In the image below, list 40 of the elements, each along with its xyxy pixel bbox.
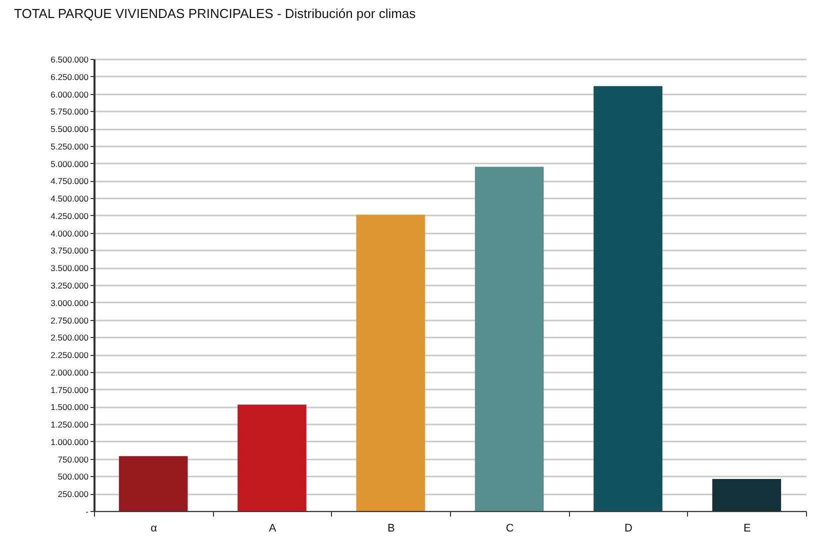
y-tick-label: - — [86, 506, 89, 516]
x-tick-label: E — [743, 522, 751, 534]
y-tick-label: 3.750.000 — [50, 246, 89, 256]
y-tick-label: 6.250.000 — [50, 72, 89, 82]
y-tick-label: 4.500.000 — [50, 194, 89, 204]
bar — [238, 404, 306, 511]
y-tick-label: 4.000.000 — [50, 228, 89, 238]
x-tick-label: C — [506, 522, 514, 534]
chart-title: TOTAL PARQUE VIVIENDAS PRINCIPALES - Distribución por climas — [14, 6, 416, 21]
x-tick-label: A — [268, 522, 277, 534]
y-tick-label: 5.500.000 — [50, 124, 89, 134]
y-tick-label: 5.250.000 — [50, 141, 89, 152]
y-tick-label: 3.250.000 — [50, 280, 89, 290]
y-tick-label: 1.250.000 — [50, 420, 89, 430]
bar — [356, 214, 426, 511]
y-tick-label: 6.500.000 — [50, 54, 89, 64]
y-tick-label: 2.000.000 — [50, 367, 89, 378]
y-tick-label: 750.000 — [58, 454, 89, 464]
y-tick-label: 3.000.000 — [50, 298, 89, 308]
y-tick-label: 1.500.000 — [50, 402, 89, 412]
y-tick-label: 2.750.000 — [50, 315, 89, 326]
bar — [712, 479, 782, 511]
y-tick-label: 2.250.000 — [50, 350, 89, 360]
x-tick-label: D — [624, 522, 633, 534]
y-tick-label: 1.750.000 — [50, 384, 89, 395]
bar — [474, 166, 544, 511]
y-tick-label: 5.750.000 — [50, 106, 89, 117]
y-tick-label: 6.000.000 — [50, 89, 89, 100]
y-tick-label: 3.500.000 — [50, 263, 89, 274]
y-tick-label: 500.000 — [58, 472, 89, 482]
x-tick-label: B — [387, 522, 395, 534]
y-tick-label: 2.500.000 — [50, 332, 89, 343]
y-tick-label: 4.250.000 — [50, 210, 89, 221]
bar — [594, 86, 662, 511]
bar — [118, 456, 188, 511]
x-tick-label: α — [150, 522, 158, 534]
y-tick-label: 1.000.000 — [50, 436, 89, 447]
y-tick-label: 5.000.000 — [50, 158, 89, 169]
y-tick-label: 250.000 — [58, 489, 89, 500]
y-tick-label: 4.750.000 — [50, 176, 89, 186]
